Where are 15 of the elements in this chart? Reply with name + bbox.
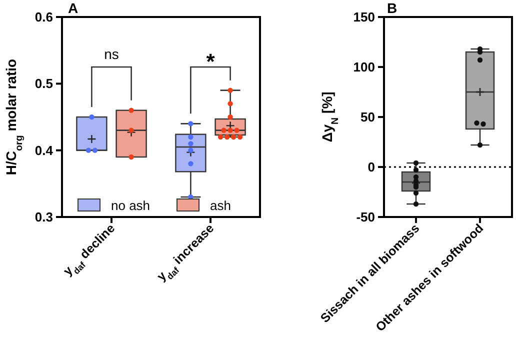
chart-title: B [387, 0, 398, 16]
annotation: ns [104, 46, 119, 62]
y-tick-label: 0.4 [34, 142, 54, 158]
legend-label: ash [210, 198, 231, 213]
y-tick-label: 0.3 [34, 210, 53, 225]
y-tick-label: 50 [360, 110, 375, 125]
chart-title: A [68, 0, 78, 16]
y-tick-label: 0.6 [34, 10, 53, 25]
annotation: * [206, 49, 216, 74]
legend-label: no ash [111, 198, 150, 213]
y-tick-label: 0 [368, 160, 375, 175]
y-tick-label: 100 [353, 60, 375, 75]
y-tick-label: 150 [353, 10, 375, 25]
y-tick-label: 0.5 [34, 76, 53, 92]
y-tick-label: -50 [356, 210, 375, 225]
